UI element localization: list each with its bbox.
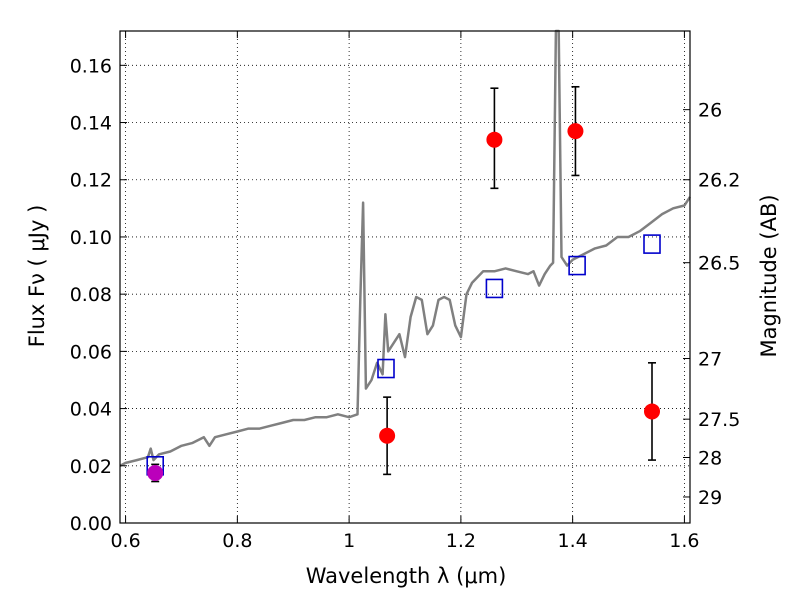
- plot-frame: [119, 30, 691, 524]
- y-axis-label: Flux Fν ( μJy ): [25, 205, 49, 348]
- right-axis-label: Magnitude (AB): [757, 194, 781, 357]
- y-tick-label: 0.02: [70, 456, 112, 478]
- x-tick-label: 1.4: [558, 530, 588, 552]
- right-tick-label: 26: [698, 100, 722, 122]
- y-tick-label: 0.10: [70, 227, 112, 249]
- model-photometry-square: [643, 234, 661, 254]
- x-tick-label: 1.6: [669, 530, 699, 552]
- x-axis-label: Wavelength λ (μm): [306, 564, 507, 588]
- observed-point: [147, 464, 164, 481]
- model-spectrum-line: [119, 29, 692, 467]
- right-tick-label: 27.5: [698, 409, 740, 431]
- y-tick-label: 0.00: [70, 513, 112, 535]
- model-photometry-square: [568, 255, 586, 276]
- grid: [120, 31, 690, 524]
- axis-ticks: 0.6 0.8 1 1.2 1.4 1.6 0.00 0.02 0.04 0.06 0.08 0.10…: [70, 31, 740, 552]
- y-tick-label: 0.06: [70, 341, 112, 363]
- observed-point: [644, 403, 660, 420]
- y-tick-label: 0.16: [70, 55, 112, 77]
- observed-point: [486, 131, 503, 148]
- model-photometry-square: [485, 278, 504, 299]
- observed-point: [567, 123, 584, 140]
- observed-points-layer: [147, 85, 660, 483]
- y-tick-label: 0.14: [70, 113, 112, 135]
- x-tick-label: 0.6: [110, 530, 140, 552]
- model-spectrum-layer: [119, 29, 692, 467]
- right-tick-label: 29: [698, 487, 722, 509]
- right-tick-label: 26.2: [698, 170, 740, 192]
- y-tick-label: 0.04: [70, 399, 112, 421]
- observed-point: [379, 427, 396, 444]
- x-tick-label: 0.8: [222, 530, 252, 552]
- x-tick-label: 1.2: [446, 530, 476, 552]
- right-tick-label: 28: [698, 447, 722, 469]
- right-tick-label: 26.5: [698, 253, 740, 275]
- y-tick-label: 0.12: [70, 170, 112, 192]
- right-tick-label: 27: [698, 349, 722, 371]
- x-tick-label: 1: [343, 530, 355, 552]
- model-photometry-square: [377, 358, 395, 379]
- y-tick-label: 0.08: [70, 284, 112, 306]
